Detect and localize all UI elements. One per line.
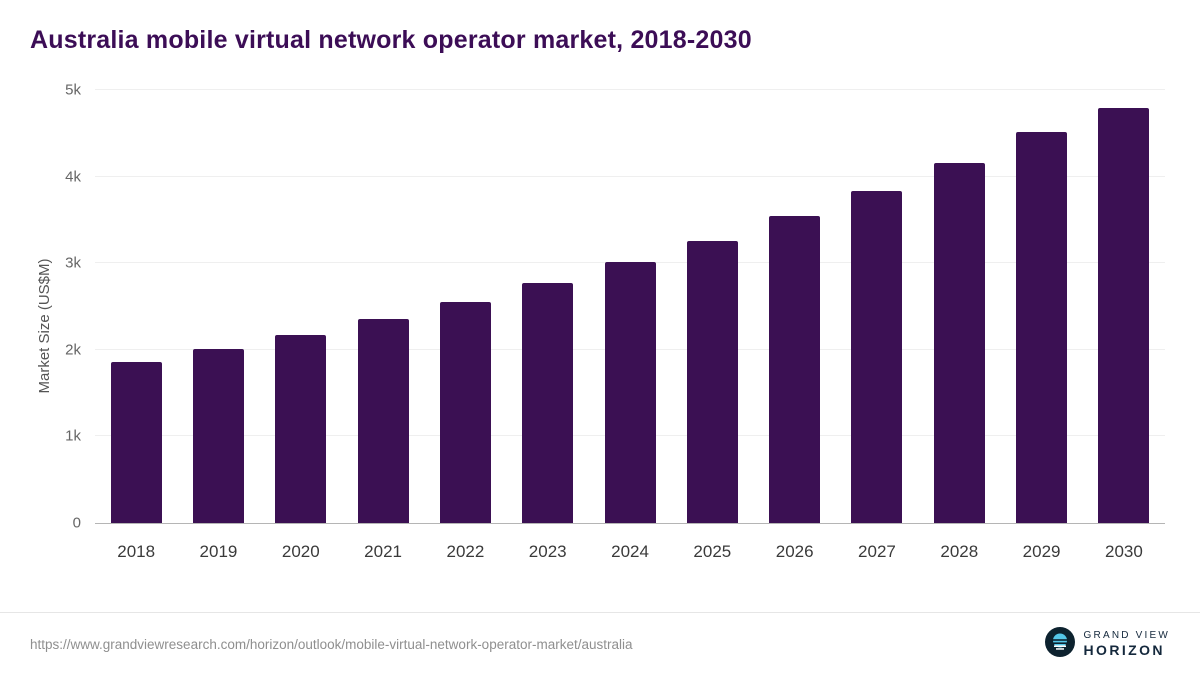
- x-axis-label-2018: 2018: [117, 542, 156, 561]
- x-axis-label-2029: 2029: [1022, 542, 1061, 561]
- x-axis-label-2023: 2023: [528, 542, 567, 561]
- bar-2030: [1098, 107, 1150, 523]
- y-tick-label: 5k: [65, 81, 81, 99]
- x-axis-label-2027: 2027: [858, 542, 896, 561]
- brand-logo: GRAND VIEW HORIZON: [1044, 626, 1170, 662]
- x-axis-label-2021: 2021: [364, 542, 402, 561]
- x-axis-label-2030: 2030: [1104, 542, 1143, 561]
- bar-2027: [851, 190, 903, 523]
- y-tick-label: 4k: [65, 168, 81, 186]
- bar-chart: Market Size (US$M) 0 1k 2k 3k 4k 5k 2018 2019 2…: [30, 82, 1165, 562]
- bar-2020: [275, 335, 327, 523]
- bar-slot: [424, 90, 506, 523]
- bar-2022: [439, 301, 491, 523]
- x-axis-label-2025: 2025: [693, 542, 732, 561]
- bar-slot: [836, 90, 918, 523]
- x-axis-label-2024: 2024: [611, 542, 649, 561]
- horizon-sun-over-water-icon: [1044, 626, 1075, 662]
- chart-title: Australia mobile virtual network operato…: [30, 26, 752, 54]
- brand-name-bottom: HORIZON: [1083, 641, 1165, 658]
- plot-area: 0 1k 2k 3k 4k 5k: [65, 82, 1165, 532]
- bar-2028: [933, 163, 985, 523]
- y-tick-label: 0: [72, 514, 81, 532]
- brand-name-top: GRAND VIEW: [1083, 630, 1170, 642]
- x-axis-label-2020: 2020: [281, 542, 320, 561]
- x-axis-label-2019: 2019: [199, 542, 238, 561]
- x-axis-label-2022: 2022: [446, 542, 485, 561]
- x-axis-label-2026: 2026: [775, 542, 814, 561]
- y-tick-label: 2k: [65, 341, 81, 359]
- bar-slot: [918, 90, 1000, 523]
- bar-slot: [260, 90, 342, 523]
- bar-slot: [1083, 90, 1165, 523]
- bar-2025: [686, 241, 738, 523]
- bar-2018: [110, 361, 162, 523]
- bar-2023: [522, 283, 574, 523]
- bar-slot: [95, 90, 177, 523]
- gridline: [95, 89, 1165, 90]
- y-tick-label: 3k: [65, 254, 81, 272]
- gridline: [95, 175, 1165, 177]
- bar-2019: [192, 348, 244, 523]
- bar-2026: [769, 216, 821, 523]
- x-axis-labels: 2018 2019 2020 2021 2022 2023 2024 2025 2026 2027…: [95, 532, 1165, 562]
- bar-2029: [1016, 132, 1068, 523]
- x-axis-label-2028: 2028: [940, 542, 979, 561]
- bar-slot: [589, 90, 671, 523]
- bar-slot: [754, 90, 836, 523]
- bars-group: [95, 90, 1165, 523]
- y-axis-title: Market Size (US$M): [36, 258, 53, 394]
- bar-slot: [671, 90, 753, 523]
- bar-2024: [604, 262, 656, 523]
- brand-logo-text: GRAND VIEW HORIZON: [1084, 630, 1170, 658]
- footer: https://www.grandviewresearch.com/horizo…: [0, 612, 1200, 675]
- bar-2021: [357, 319, 409, 523]
- bar-slot: [507, 90, 589, 523]
- bar-slot: [342, 90, 424, 523]
- bar-slot: [177, 90, 259, 523]
- bar-slot: [1000, 90, 1082, 523]
- y-tick-label: 1k: [65, 427, 81, 445]
- source-url: https://www.grandviewresearch.com/horizo…: [30, 636, 633, 652]
